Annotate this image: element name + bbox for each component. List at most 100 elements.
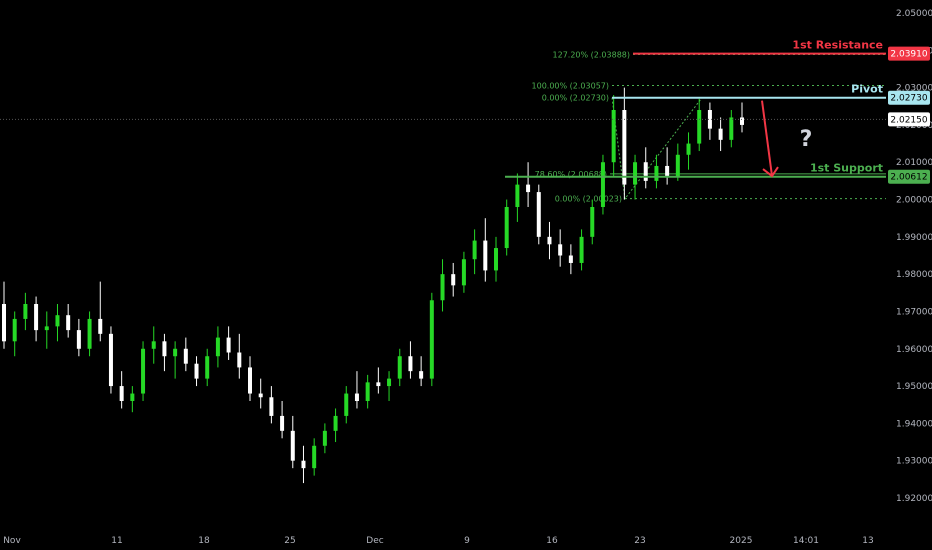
candle-body (697, 110, 702, 144)
candle-body (483, 240, 488, 271)
candle-body (322, 430, 327, 446)
candle-body (248, 367, 252, 394)
candle-body (718, 128, 723, 140)
candle-body (376, 382, 381, 387)
candle-body (12, 318, 17, 342)
candle-body (397, 356, 402, 379)
candle-body (2, 304, 6, 342)
candle-body (237, 352, 242, 368)
candle-body (215, 337, 220, 357)
x-tick-label: 11 (111, 536, 122, 546)
candle-body (643, 162, 648, 181)
candle-body (707, 110, 712, 129)
level-price-badge (888, 169, 930, 184)
x-tick-label: 25 (284, 536, 295, 546)
y-tick-label: 1.95000 (896, 382, 932, 392)
fib-connector (611, 97, 703, 200)
fib-label: 78.60% (2.00688) (535, 170, 607, 179)
candle-body (590, 207, 595, 237)
price-levels: 2.02150 1st Resistance 2.03910 Pivot 2.02730… (0, 39, 930, 184)
x-axis: Nov 11 18 25 Dec 9 16 23 2025 14:01 13 (3, 536, 874, 546)
y-tick-label: 1.94000 (896, 419, 932, 429)
candle-body (729, 117, 734, 140)
candle-body (290, 430, 295, 461)
candle-body (130, 393, 135, 401)
y-tick-label: 2.00000 (896, 196, 932, 206)
x-tick-label: 9 (464, 536, 470, 546)
fib-label: 0.00% (2.02730) (542, 94, 609, 103)
candle-body (301, 460, 306, 469)
y-tick-label: 1.93000 (896, 457, 932, 467)
level-price-label: 2.03910 (890, 50, 927, 60)
question-mark: ? (800, 127, 813, 152)
candle-body (547, 236, 552, 245)
candle-body (87, 318, 92, 349)
candle-body (173, 348, 178, 357)
candle-body (579, 236, 584, 263)
y-tick-label: 1.92000 (896, 494, 932, 504)
candle-body (76, 330, 81, 349)
x-tick-label: Dec (366, 536, 383, 546)
candle-body (55, 315, 60, 327)
candle-body (461, 259, 466, 286)
candle-body (419, 371, 424, 379)
x-tick-label: 16 (546, 536, 558, 546)
candle-body (269, 397, 274, 416)
candles (2, 87, 744, 484)
y-tick-label: 1.97000 (896, 307, 932, 317)
candle-body (686, 143, 691, 155)
candle-body (622, 110, 627, 185)
candle-body (504, 207, 509, 249)
y-tick-label: 2.01000 (896, 158, 932, 168)
candle-body (526, 184, 531, 193)
x-tick-label: 2025 (730, 536, 753, 546)
candle-body (280, 415, 285, 431)
candle-body (344, 393, 349, 416)
fib-label: 0.00% (2.00023) (555, 195, 622, 204)
level-price-label: 2.02730 (890, 94, 927, 104)
candle-body (558, 244, 563, 256)
candle-body (451, 274, 456, 286)
fib-label: 100.00% (2.03057) (532, 81, 609, 90)
down-arrow-head (762, 166, 779, 178)
candle-body (258, 393, 263, 398)
x-tick-label: 14:01 (793, 536, 819, 546)
level-price-badge (888, 46, 930, 61)
candle-body (108, 333, 113, 387)
level-price-label: 2.00612 (890, 173, 927, 183)
candle-body (365, 382, 370, 401)
candle-body (665, 165, 670, 178)
y-tick-label: 2.03000 (896, 84, 932, 94)
fib-label: 127.20% (2.03888) (553, 50, 630, 59)
level-label: 1st Resistance (792, 39, 883, 52)
candle-body (98, 318, 103, 334)
candle-body (472, 240, 477, 260)
candle-body (440, 274, 445, 301)
candle-body (23, 304, 28, 319)
level-label: Pivot (851, 83, 883, 96)
candle-body (205, 356, 210, 379)
candle-body (611, 110, 616, 163)
x-tick-label: Nov (3, 536, 21, 546)
candle-body (66, 315, 71, 331)
y-tick-label: 1.98000 (896, 270, 932, 280)
candle-body (34, 304, 39, 331)
level-label: 1st Support (810, 162, 883, 175)
candle-body (151, 341, 156, 349)
candle-body (387, 378, 392, 387)
candle-body (44, 326, 49, 331)
candle-body (675, 154, 680, 178)
x-tick-label: 18 (198, 536, 210, 546)
annotations: ? (761, 100, 813, 178)
y-tick-label: 2.05000 (896, 9, 932, 19)
candle-body (333, 415, 338, 431)
candle-body (119, 386, 124, 401)
x-tick-label: 23 (634, 536, 645, 546)
candle-body (429, 300, 434, 379)
x-tick-label: 13 (862, 536, 873, 546)
candle-body (141, 348, 146, 394)
candle-body (494, 248, 498, 271)
candle-body (194, 363, 199, 379)
candle-body (408, 356, 413, 372)
